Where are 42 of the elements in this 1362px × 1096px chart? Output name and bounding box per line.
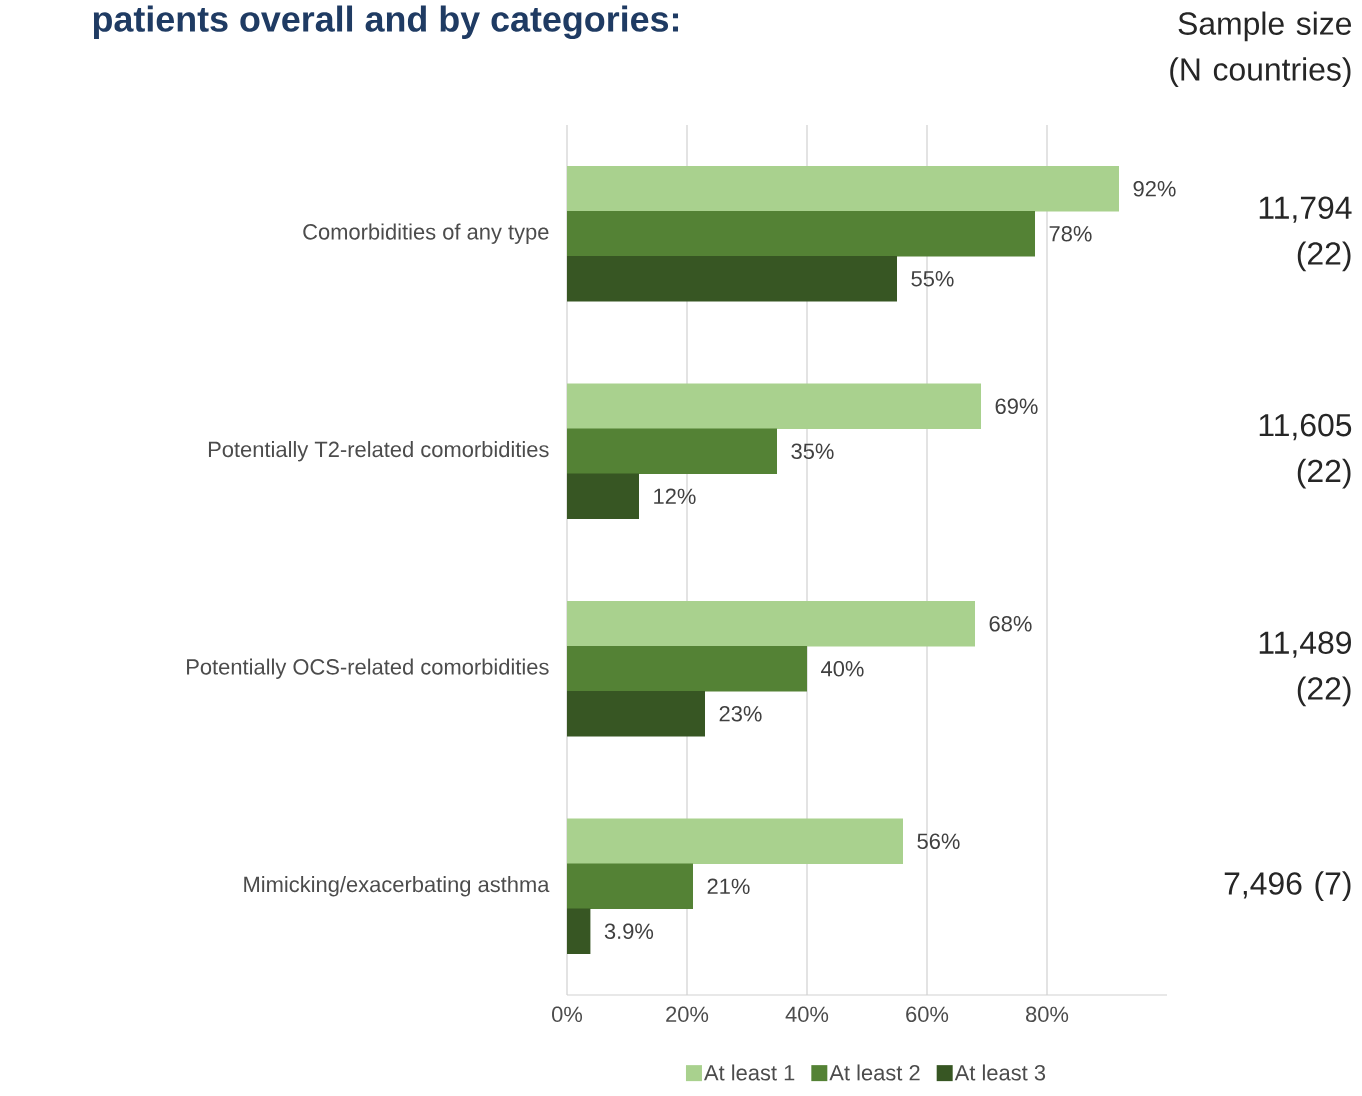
text: Sample size (N countries) (1170, 11, 1352, 88)
data-label: 40% (821, 660, 864, 677)
bar (567, 601, 976, 647)
x-tick-label: 0% (552, 1006, 583, 1023)
bar (567, 908, 591, 955)
bar (567, 211, 1036, 257)
y-tick-label: Mimicking/exacerbating asthma (244, 876, 550, 897)
data-label: 68% (989, 615, 1032, 632)
text: 11,794 (22) (1259, 196, 1352, 272)
bar (567, 166, 1120, 212)
y-tick-label: Potentially OCS-related comorbidities (187, 658, 549, 679)
bar (567, 818, 903, 865)
bar (567, 428, 777, 474)
x-tick-label: 20% (666, 1006, 709, 1023)
text: 7,496 (7) (1224, 871, 1351, 902)
y-tick-label: Comorbidities of any type (303, 223, 549, 244)
data-label: 12% (654, 488, 696, 504)
bar (567, 646, 807, 692)
x-tick-label: 40% (785, 1006, 829, 1023)
legend-label: At least 2 (829, 1064, 920, 1081)
data-label: 3.9% (604, 923, 654, 940)
data-label: 23% (719, 705, 762, 722)
data-label: 92% (1133, 180, 1176, 197)
chart-title: patients overall and by categories: (93, 5, 679, 40)
bar (567, 383, 982, 429)
data-label: 55% (911, 271, 954, 287)
text: 11,605 (22) (1259, 413, 1352, 489)
bar (567, 473, 639, 520)
data-label: 78% (1049, 225, 1092, 242)
legend-label: At least 3 (954, 1064, 1046, 1081)
data-label: 69% (995, 398, 1038, 415)
data-label: 21% (707, 878, 750, 894)
x-tick-label: 60% (906, 1006, 949, 1023)
legend-label: At least 1 (704, 1064, 795, 1081)
bar (567, 863, 693, 910)
data-label: 35% (791, 443, 834, 460)
bar (567, 256, 897, 302)
x-tick-label: 80% (1026, 1006, 1069, 1023)
data-label: 56% (917, 833, 960, 850)
y-tick-label: Potentially T2-related comorbidities (208, 441, 549, 462)
text: 11,489 (22) (1259, 631, 1351, 707)
bar (567, 691, 705, 737)
